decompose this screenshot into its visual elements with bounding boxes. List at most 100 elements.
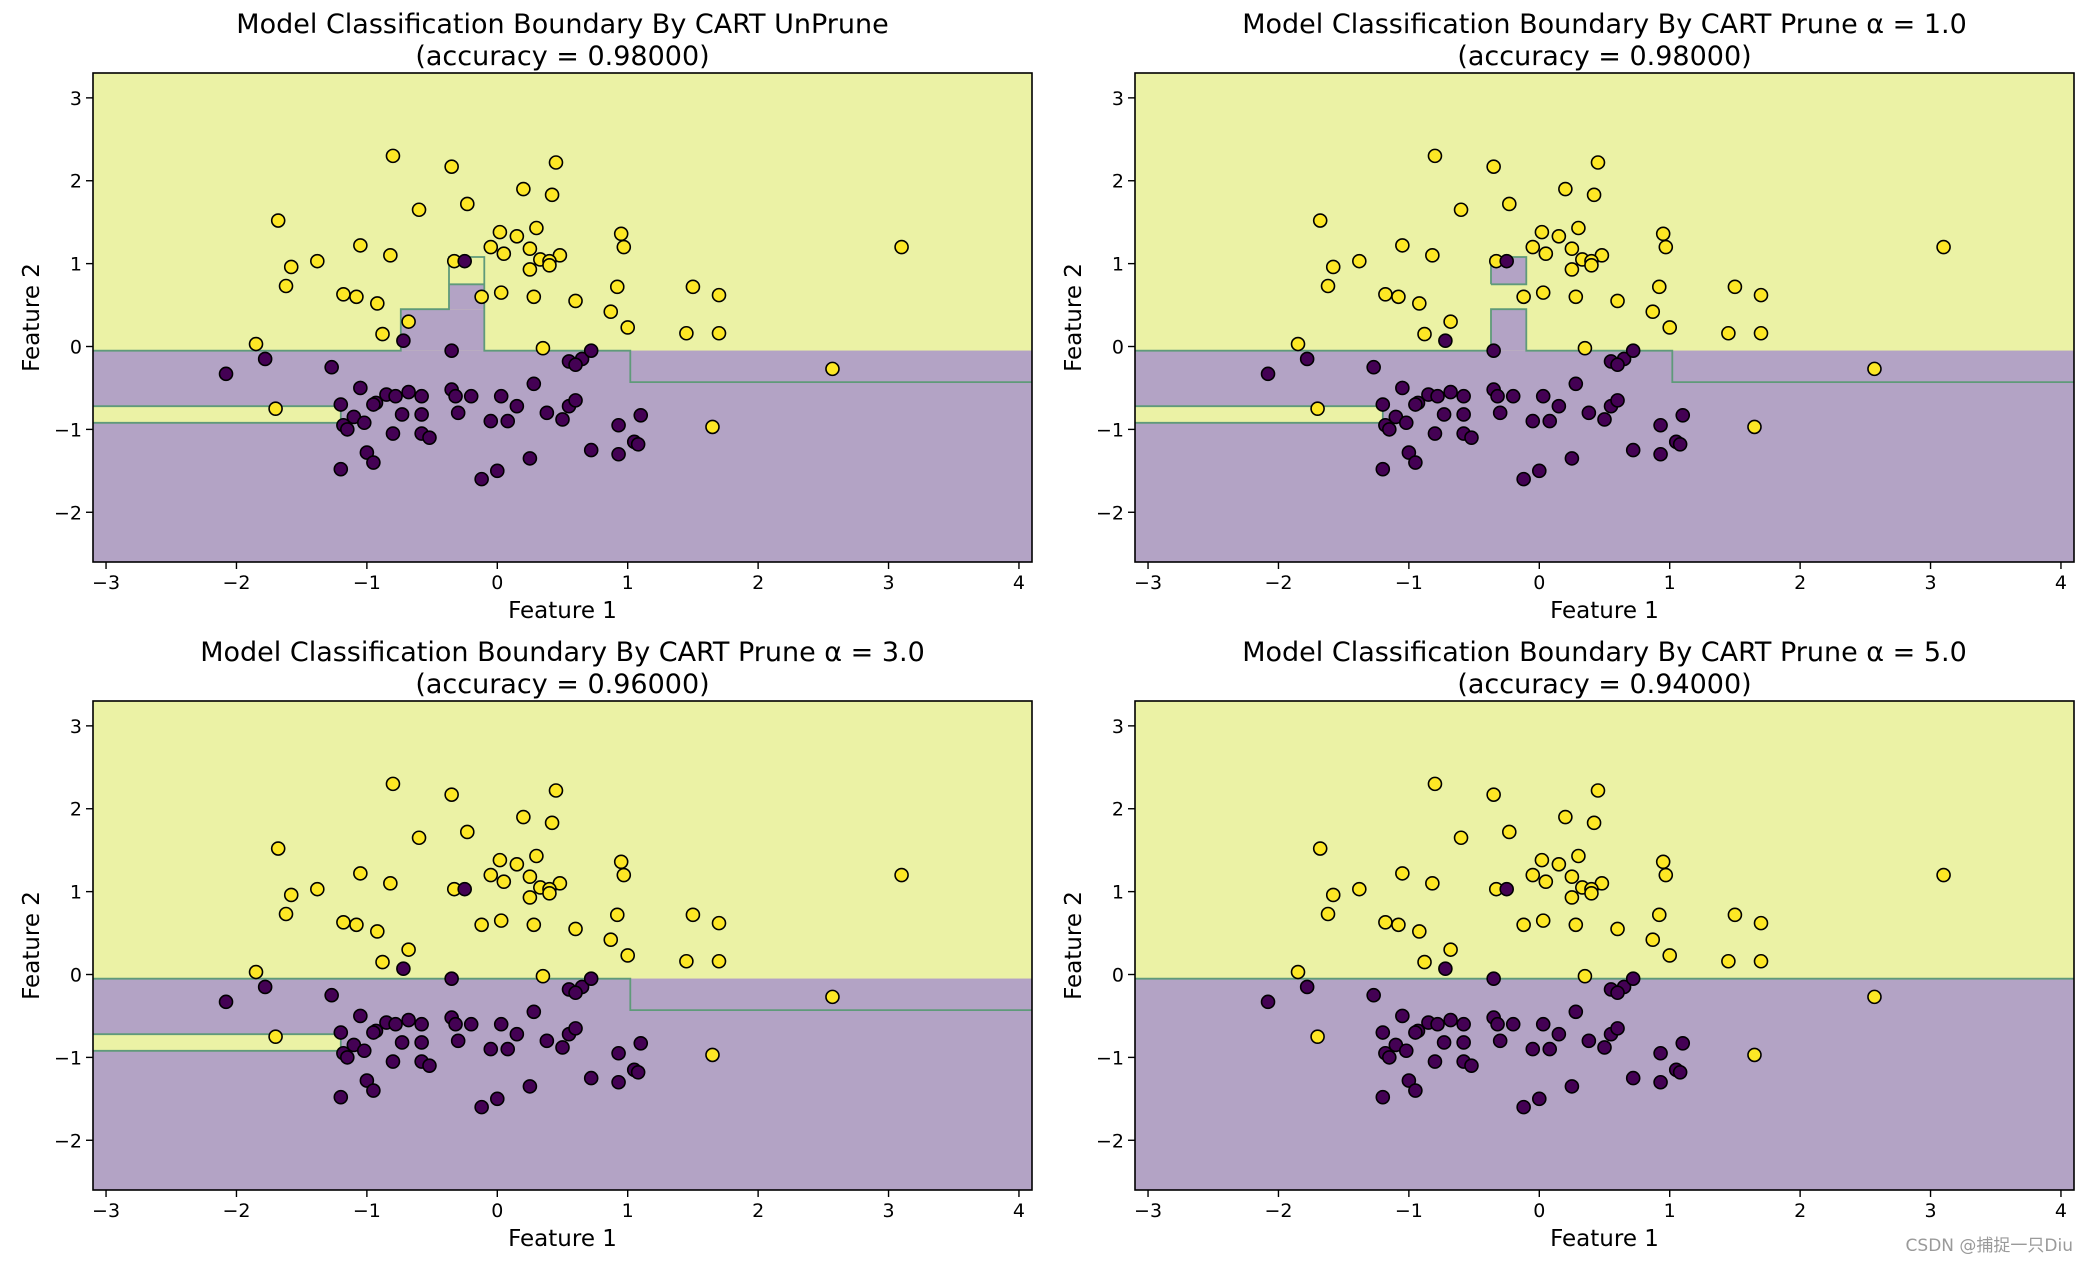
point-class0 xyxy=(1375,397,1391,412)
point-class1 xyxy=(1936,239,1951,255)
chart-title: Model Classification Boundary By CART Un… xyxy=(236,9,888,40)
point-class0 xyxy=(1408,1025,1423,1040)
point-class1 xyxy=(1395,866,1410,881)
point-class1 xyxy=(509,228,525,244)
point-class0 xyxy=(1672,437,1688,452)
decision-boundary xyxy=(93,405,342,424)
point-class0 xyxy=(493,388,509,404)
point-class1 xyxy=(1753,287,1769,303)
point-class0 xyxy=(353,1008,368,1024)
chart-subtitle: (accuracy = 0.94000) xyxy=(1457,669,1751,700)
point-class1 xyxy=(1538,246,1554,261)
point-class0 xyxy=(1653,1074,1668,1090)
point-class0 xyxy=(1430,1016,1445,1032)
point-class0 xyxy=(539,1033,555,1049)
point-class1 xyxy=(1352,253,1367,269)
y-tick-label: 1 xyxy=(70,882,82,904)
point-class0 xyxy=(1375,1025,1391,1040)
point-class0 xyxy=(1456,388,1471,404)
point-class1 xyxy=(1538,874,1554,889)
point-class1 xyxy=(1747,1047,1762,1063)
chart-subtitle: (accuracy = 0.98000) xyxy=(1457,41,1751,72)
point-class0 xyxy=(611,1074,626,1090)
point-class1 xyxy=(370,296,385,311)
point-class0 xyxy=(401,1012,416,1028)
point-class1 xyxy=(613,854,629,870)
point-class1 xyxy=(1352,881,1367,897)
point-class0 xyxy=(1395,380,1410,396)
point-class0 xyxy=(1408,1083,1423,1098)
point-class0 xyxy=(414,1035,429,1050)
point-class1 xyxy=(1534,224,1550,240)
point-class0 xyxy=(583,971,599,986)
x-axis-label: Feature 1 xyxy=(508,1226,617,1252)
point-class1 xyxy=(1535,285,1551,300)
point-class1 xyxy=(1727,279,1743,295)
point-class0 xyxy=(1581,1033,1597,1049)
plot-frame xyxy=(92,700,1033,1191)
point-class0 xyxy=(1375,1089,1391,1105)
point-class1 xyxy=(401,314,416,329)
point-class0 xyxy=(356,415,372,431)
point-class0 xyxy=(1625,442,1641,458)
point-class0 xyxy=(396,333,411,349)
y-tick-label: 2 xyxy=(1112,171,1124,193)
point-class0 xyxy=(1366,359,1381,375)
point-class1 xyxy=(705,419,720,435)
point-class1 xyxy=(1577,340,1593,356)
point-class1 xyxy=(492,224,508,240)
class1-region xyxy=(1135,73,2074,351)
x-axis-label: Feature 1 xyxy=(1550,1226,1659,1252)
point-class1 xyxy=(529,220,544,236)
point-class1 xyxy=(483,867,499,883)
point-class0 xyxy=(493,1016,509,1032)
point-class1 xyxy=(1290,336,1306,352)
point-class0 xyxy=(1672,1065,1688,1080)
point-class0 xyxy=(1427,426,1443,441)
point-class1 xyxy=(1577,968,1593,984)
point-class0 xyxy=(1401,1073,1417,1088)
x-tick-label: 4 xyxy=(1013,1200,1025,1222)
point-class0 xyxy=(1299,979,1315,995)
point-class0 xyxy=(356,1043,372,1059)
point-class1 xyxy=(620,320,636,335)
point-class1 xyxy=(1564,869,1580,885)
point-class1 xyxy=(522,262,538,277)
x-tick-label: 1 xyxy=(622,572,634,594)
point-class1 xyxy=(568,293,583,309)
point-class0 xyxy=(444,971,459,986)
point-class0 xyxy=(522,451,538,466)
x-tick-label: −2 xyxy=(1264,572,1292,594)
y-tick-label: 2 xyxy=(1112,799,1124,821)
plot-frame xyxy=(1134,72,2075,563)
point-class1 xyxy=(1655,226,1671,242)
point-class1 xyxy=(493,913,509,928)
point-class1 xyxy=(1501,824,1517,840)
point-class1 xyxy=(459,196,475,212)
point-class1 xyxy=(526,289,542,305)
point-class1 xyxy=(1662,948,1678,963)
x-tick-label: −2 xyxy=(1264,1200,1292,1222)
point-class1 xyxy=(492,852,508,868)
point-class1 xyxy=(544,815,560,831)
point-class1 xyxy=(1516,289,1531,305)
point-class0 xyxy=(422,430,437,445)
point-class0 xyxy=(611,446,626,462)
point-class0 xyxy=(463,388,479,404)
point-class0 xyxy=(1542,413,1558,429)
point-class1 xyxy=(1395,238,1410,253)
point-class1 xyxy=(1721,953,1736,969)
y-tick-label: 2 xyxy=(70,171,82,193)
x-axis-label: Feature 1 xyxy=(508,598,617,624)
point-class0 xyxy=(1653,446,1668,462)
point-class1 xyxy=(1727,907,1743,923)
point-class1 xyxy=(679,953,694,969)
point-class0 xyxy=(1564,1079,1580,1094)
point-class1 xyxy=(1486,159,1501,174)
point-class1 xyxy=(568,921,583,937)
point-class1 xyxy=(1645,304,1661,319)
y-tick-label: 0 xyxy=(70,965,82,987)
point-class1 xyxy=(685,907,701,923)
point-class1 xyxy=(336,286,351,302)
point-class0 xyxy=(1464,1058,1479,1073)
